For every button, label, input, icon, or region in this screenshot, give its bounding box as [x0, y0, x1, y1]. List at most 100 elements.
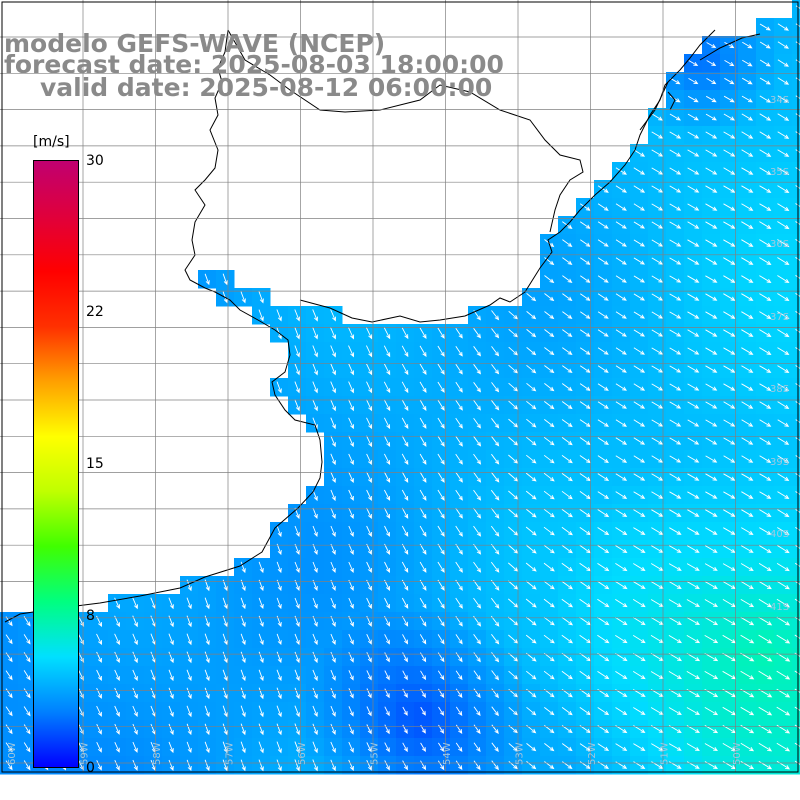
wind-cell [792, 162, 800, 181]
wind-arrow [508, 364, 519, 374]
wind-cell [792, 468, 800, 487]
wind-arrow [615, 509, 628, 517]
wind-arrow [168, 759, 174, 771]
wind-arrow [473, 399, 482, 411]
wind-arrow [276, 309, 282, 322]
wind-arrow [258, 705, 264, 718]
wind-arrow [615, 671, 628, 680]
wind-arrow [258, 309, 264, 322]
wind-arrow [402, 760, 408, 771]
wind-arrow [348, 561, 354, 573]
wind-arrow [597, 437, 609, 445]
wind-arrow [668, 653, 682, 662]
wind-arrow [473, 453, 482, 465]
wind-arrow [222, 741, 228, 754]
wind-arrow [312, 327, 318, 340]
wind-arrow [562, 329, 573, 338]
wind-arrow [420, 670, 427, 681]
wind-arrow [402, 742, 408, 753]
wind-arrow [132, 597, 138, 610]
wind-arrow [705, 491, 718, 499]
wind-arrow [186, 741, 192, 754]
wind-arrow [490, 525, 500, 537]
wind-arrow [294, 345, 300, 358]
wind-arrow [705, 185, 718, 193]
wind-arrow [348, 453, 354, 466]
wind-arrow [455, 327, 463, 339]
wind-arrow [633, 203, 645, 211]
wind-arrow [776, 616, 791, 626]
wind-cell [792, 90, 800, 109]
longitude-label: 52W [587, 742, 598, 765]
wind-arrow [723, 293, 736, 301]
wind-arrow [777, 131, 790, 139]
wind-arrow [455, 543, 463, 555]
colorbar-tick-30: 30 [86, 153, 104, 169]
wind-arrow [777, 527, 790, 536]
wind-arrow [330, 597, 336, 609]
wind-arrow [132, 633, 138, 646]
wind-arrow [114, 633, 120, 646]
wind-cell [792, 180, 800, 199]
wind-arrow [795, 383, 800, 387]
wind-arrow [508, 706, 518, 716]
wind-arrow [615, 203, 627, 211]
wind-arrow [222, 669, 228, 682]
wind-arrow [544, 275, 555, 284]
wind-arrow [348, 381, 354, 394]
wind-arrow [366, 543, 372, 555]
wind-arrow [597, 509, 610, 518]
wind-cell [792, 414, 800, 433]
wind-arrow [722, 599, 736, 608]
wind-arrow [777, 509, 790, 518]
wind-arrow [776, 563, 790, 572]
wind-arrow [455, 399, 463, 411]
wind-arrow [651, 527, 664, 535]
wind-arrow [777, 455, 790, 463]
wind-arrow [384, 507, 390, 519]
wind-arrow [438, 706, 445, 716]
wind-arrow [455, 706, 463, 716]
wind-arrow [525, 472, 537, 482]
wind-arrow [723, 347, 736, 355]
wind-arrow [330, 669, 336, 681]
wind-arrow [348, 399, 354, 412]
wind-arrow [794, 634, 800, 639]
wind-arrow [419, 399, 427, 412]
wind-arrow [240, 597, 246, 610]
wind-arrow [741, 365, 754, 373]
wind-arrow [651, 491, 664, 499]
wind-arrow [96, 687, 102, 699]
wind-arrow [240, 669, 246, 682]
wind-arrow [312, 363, 318, 376]
wind-arrow [777, 95, 790, 103]
wind-arrow [508, 400, 519, 410]
wind-arrow [366, 525, 372, 537]
wind-arrow [312, 525, 318, 537]
wind-arrow [543, 616, 555, 626]
wind-arrow [383, 345, 391, 358]
wind-arrow [633, 347, 645, 355]
wind-arrow [705, 419, 718, 427]
wind-arrow [561, 562, 574, 572]
longitude-label: 59W [80, 742, 91, 765]
wind-arrow [759, 77, 771, 85]
wind-arrow [544, 707, 555, 716]
wind-arrow [615, 599, 628, 608]
colorbar-tick-8: 8 [86, 608, 95, 624]
colorbar [33, 160, 79, 768]
wind-cell [792, 504, 800, 523]
wind-arrow [705, 221, 718, 229]
wind-cell [792, 738, 800, 757]
wind-arrow [795, 473, 800, 477]
wind-arrow [705, 473, 718, 481]
wind-arrow [402, 634, 408, 645]
wind-arrow [526, 761, 537, 770]
wind-arrow [258, 687, 264, 700]
wind-arrow [438, 724, 445, 734]
wind-arrow [384, 489, 391, 501]
wind-arrow [740, 563, 754, 572]
wind-arrow [705, 383, 718, 391]
wind-arrow [670, 77, 681, 85]
wind-arrow [615, 527, 628, 536]
